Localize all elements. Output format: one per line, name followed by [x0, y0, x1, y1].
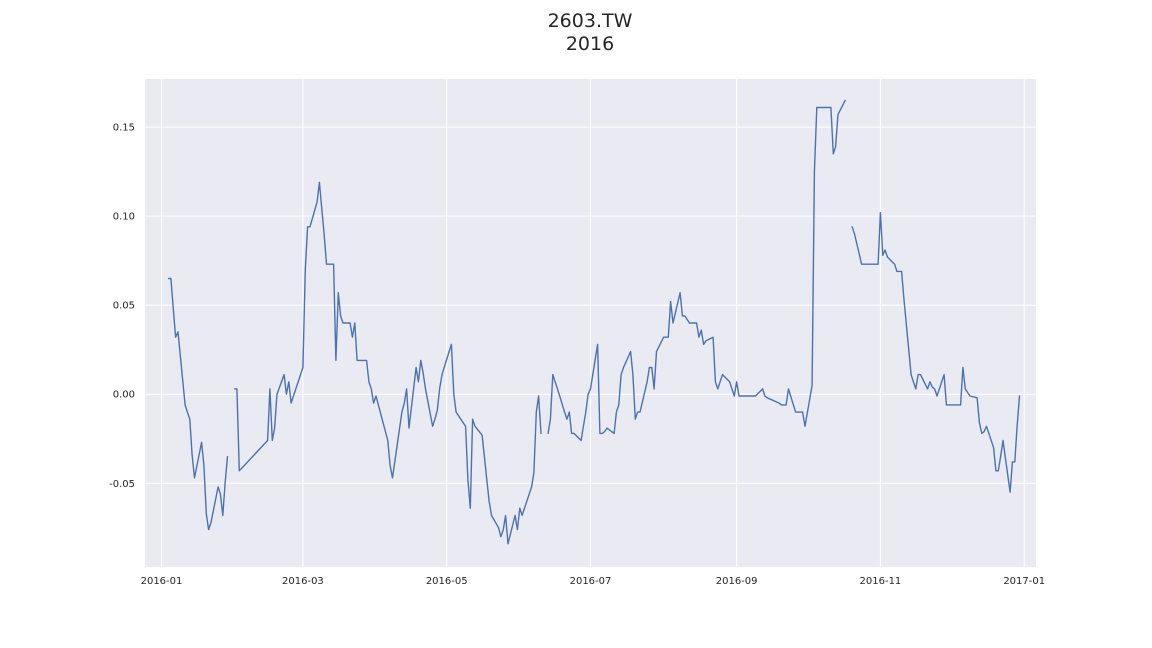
y-tick-label: 0.15: [113, 123, 135, 134]
x-axis: 2016-01 2016-03 2016-05 2016-07 2016-09 2016-…: [141, 576, 1046, 587]
x-tick-label: 2016-01: [141, 576, 183, 587]
series-layer: [167, 99, 1021, 545]
series-line: [851, 211, 1021, 493]
y-tick-label: 0.05: [113, 301, 135, 312]
series-line: [167, 277, 229, 531]
chart-title: 2603.TW: [548, 10, 633, 32]
x-tick-label: 2016-09: [716, 576, 758, 587]
y-tick-label: -0.05: [109, 479, 135, 490]
y-tick-label: 0.00: [113, 390, 135, 401]
x-tick-label: 2017-01: [1003, 576, 1045, 587]
x-tick-label: 2016-03: [282, 576, 324, 587]
series-line: [547, 99, 846, 442]
x-tick-label: 2016-11: [860, 576, 902, 587]
y-tick-label: 0.10: [113, 212, 135, 223]
series-line: [233, 181, 542, 545]
y-axis: -0.05 0.00 0.05 0.10 0.15: [109, 123, 135, 490]
x-tick-label: 2016-05: [426, 576, 468, 587]
x-tick-label: 2016-07: [570, 576, 612, 587]
chart-subtitle: 2016: [566, 33, 614, 55]
